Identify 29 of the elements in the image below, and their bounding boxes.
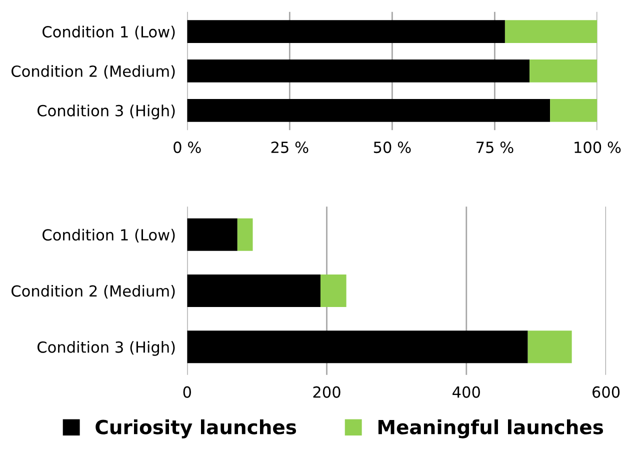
x-tick-label: 200 (313, 386, 340, 398)
legend-label: Curiosity launches (96, 419, 296, 438)
bar (187, 330, 528, 364)
bar (320, 274, 346, 308)
bar (187, 218, 238, 251)
bar (550, 98, 598, 122)
y-tick-label: Condition 2 (Medium) (12, 284, 175, 299)
x-tick-label: 75 % (476, 142, 514, 154)
y-tick-label: Condition 1 (Low) (42, 228, 175, 242)
bar (504, 20, 598, 43)
bar (187, 274, 320, 308)
y-tick-label: Condition 3 (High) (38, 104, 175, 120)
legend-label: Meaningful launches (378, 419, 604, 438)
bar (530, 60, 598, 82)
x-tick-label: 400 (452, 386, 480, 398)
bar (187, 98, 550, 122)
y-tick-label: Condition 1 (Low) (42, 26, 175, 40)
bar (528, 330, 572, 364)
x-tick-label: 50 % (374, 142, 411, 154)
y-tick-label: Condition 2 (Medium) (12, 65, 175, 79)
x-tick-label: 0 (183, 386, 191, 398)
x-tick-label: 0 % (174, 142, 201, 154)
bar (237, 218, 253, 251)
bar (187, 60, 530, 82)
x-tick-label: 600 (592, 386, 620, 398)
x-tick-label: 25 % (271, 142, 308, 154)
y-tick-label: Condition 3 (High) (38, 341, 175, 356)
bar (187, 20, 505, 43)
x-tick-label: 100 % (574, 142, 621, 154)
